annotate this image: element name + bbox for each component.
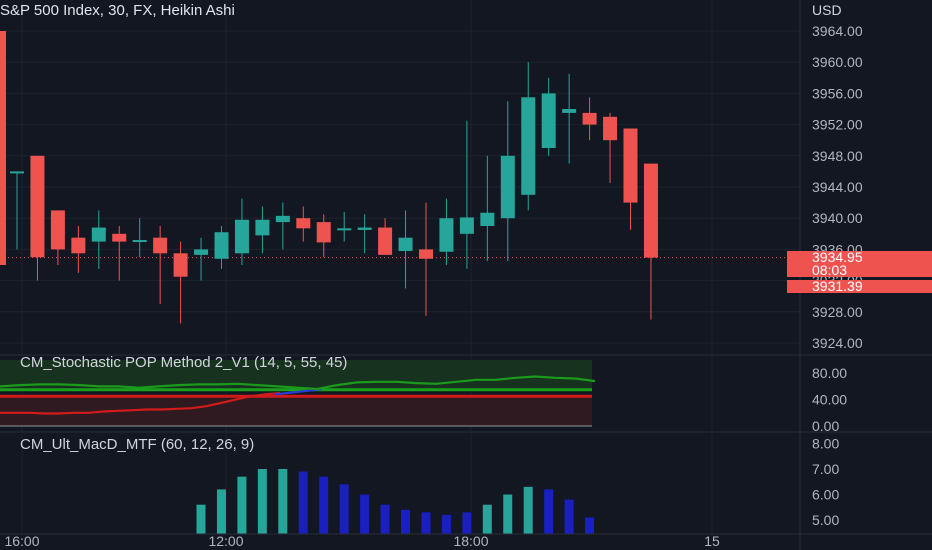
candle-up bbox=[500, 155, 515, 219]
candle-down bbox=[173, 253, 188, 277]
price-tick-label: 3964.00 bbox=[812, 23, 863, 39]
stoch-upper-zone bbox=[0, 360, 592, 390]
candle-up bbox=[357, 227, 372, 230]
price-tick-label: 3940.00 bbox=[812, 210, 863, 226]
macd-bar bbox=[401, 509, 410, 534]
candle-down bbox=[582, 112, 597, 125]
currency-label: USD bbox=[812, 2, 842, 18]
time-tick-label: 16:00 bbox=[4, 533, 39, 549]
candle-up bbox=[194, 249, 209, 255]
price-tick-label: 3924.00 bbox=[812, 335, 863, 351]
time-tick-label: 18:00 bbox=[453, 533, 488, 549]
macd-tick-label: 8.00 bbox=[812, 436, 839, 452]
grid-lines bbox=[0, 0, 800, 534]
candle-up bbox=[398, 237, 413, 251]
candle-down bbox=[378, 227, 393, 255]
candle-up bbox=[10, 171, 24, 174]
candle-down bbox=[30, 155, 45, 258]
price-tick-label: 3928.00 bbox=[812, 304, 863, 320]
candle-down bbox=[153, 237, 168, 254]
candle-down bbox=[0, 31, 6, 265]
macd-bar bbox=[360, 494, 370, 534]
macd-bar bbox=[380, 504, 390, 534]
candle-up bbox=[521, 97, 536, 195]
stoch-green-line bbox=[0, 375, 596, 391]
candle-up bbox=[459, 217, 474, 234]
time-tick-label: 15 bbox=[704, 533, 720, 549]
macd-bar bbox=[585, 517, 595, 534]
stoch-red-line bbox=[0, 391, 281, 415]
macd-bar bbox=[339, 484, 349, 534]
stochastic-background bbox=[0, 360, 592, 427]
candle-up bbox=[255, 219, 270, 236]
macd-bar bbox=[544, 489, 554, 534]
candle-up bbox=[132, 240, 147, 243]
macd-tick-label: 7.00 bbox=[812, 461, 839, 477]
candle-up bbox=[337, 228, 352, 231]
candle-up bbox=[275, 215, 290, 223]
candle-down bbox=[419, 249, 433, 259]
candle-up bbox=[562, 109, 577, 113]
price-tick-label: 3956.00 bbox=[812, 85, 863, 101]
stoch-lower-zone bbox=[0, 396, 592, 426]
candle-down bbox=[71, 237, 86, 254]
candle-up bbox=[480, 212, 495, 226]
macd-bar bbox=[503, 494, 513, 534]
price-tick-label: 3948.00 bbox=[812, 148, 863, 164]
bar-countdown: 08:03 bbox=[812, 262, 848, 278]
macd-bar bbox=[482, 504, 492, 534]
time-tick-label: 12:00 bbox=[208, 533, 243, 549]
candle-down bbox=[50, 210, 65, 250]
candle-down bbox=[623, 128, 638, 203]
candle-up bbox=[91, 227, 106, 242]
macd-bar bbox=[216, 489, 226, 534]
candle-down bbox=[296, 218, 311, 229]
macd-tick-label: 5.00 bbox=[812, 512, 839, 528]
last-price-tag: 3934.95 08:03 bbox=[787, 249, 932, 278]
macd-bar bbox=[257, 469, 267, 534]
candles bbox=[0, 31, 658, 324]
price-tick-label: 3944.00 bbox=[812, 179, 863, 195]
macd-tick-label: 6.00 bbox=[812, 487, 839, 503]
low-price-value: 3931.39 bbox=[812, 278, 863, 294]
stochastic-indicator-title[interactable]: CM_Stochastic POP Method 2_V1 (14, 5, 55… bbox=[20, 354, 348, 371]
stoch-tick-label: 40.00 bbox=[812, 392, 847, 408]
macd-bar bbox=[441, 514, 451, 534]
macd-bar bbox=[298, 471, 308, 534]
macd-histogram bbox=[196, 469, 595, 534]
macd-bar bbox=[462, 512, 472, 534]
price-tick-label: 3960.00 bbox=[812, 54, 863, 70]
macd-bar bbox=[564, 499, 574, 534]
stoch-tick-label: 80.00 bbox=[812, 365, 847, 381]
candle-down bbox=[603, 116, 618, 141]
last-price-value: 3934.95 bbox=[812, 249, 863, 265]
macd-bar bbox=[196, 504, 206, 534]
candle-down bbox=[112, 233, 127, 242]
candle-up bbox=[439, 218, 454, 252]
chart-title: S&P 500 Index, 30, FX, Heikin Ashi bbox=[0, 2, 235, 19]
macd-bar bbox=[319, 476, 329, 534]
candle-down bbox=[643, 163, 658, 258]
macd-bar bbox=[523, 486, 533, 534]
candle-down bbox=[316, 222, 331, 243]
candle-up bbox=[234, 219, 249, 254]
stochastic-lines bbox=[0, 375, 596, 415]
macd-bar bbox=[278, 469, 288, 534]
price-tick-label: 3952.00 bbox=[812, 117, 863, 133]
low-price-tag: 3931.39 bbox=[787, 278, 932, 294]
candle-up bbox=[541, 93, 556, 148]
macd-bar bbox=[421, 512, 431, 534]
stoch-tick-label: 0.00 bbox=[812, 418, 839, 434]
macd-bar bbox=[237, 476, 247, 534]
candle-up bbox=[214, 232, 229, 259]
macd-indicator-title[interactable]: CM_Ult_MacD_MTF (60, 12, 26, 9) bbox=[20, 436, 255, 453]
